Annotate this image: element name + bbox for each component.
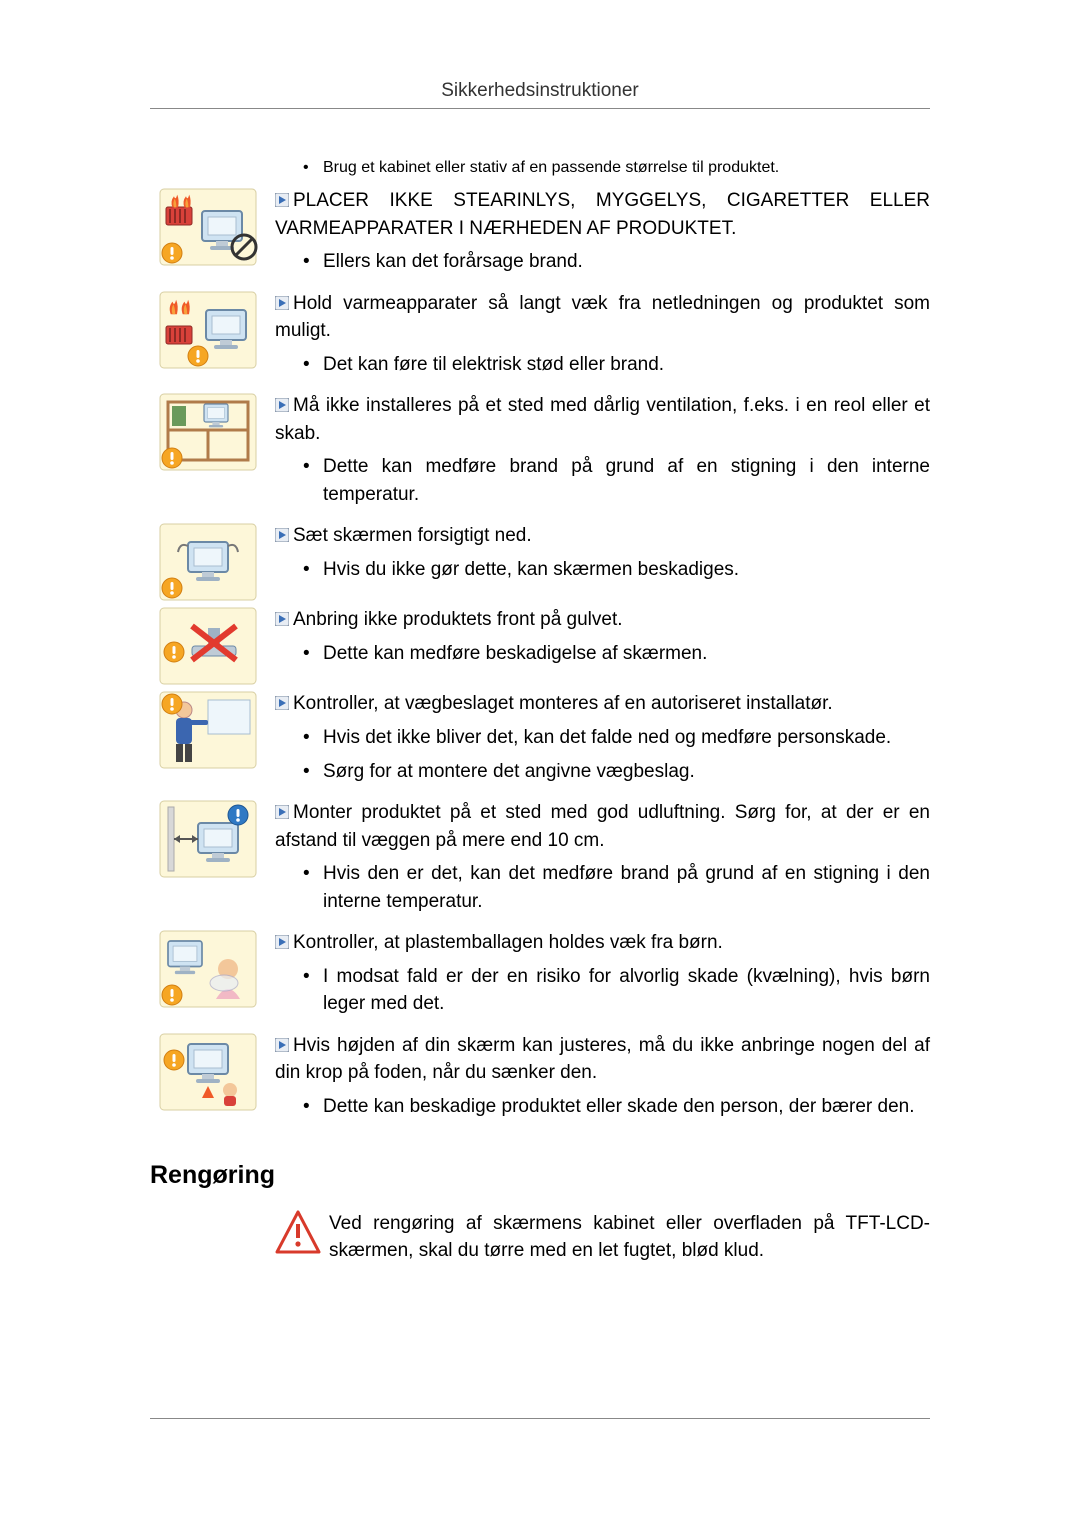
instruction-content: Kontroller, at vægbeslaget monteres af e… bbox=[275, 690, 930, 795]
instruction-item: Monter produktet på et sted med god udlu… bbox=[150, 799, 930, 925]
instruction-bullets: Dette kan medføre brand på grund af en s… bbox=[275, 453, 930, 508]
installer-icon bbox=[150, 690, 265, 770]
instruction-lead-text: PLACER IKKE STEARINLYS, MYGGELYS, CIGARE… bbox=[275, 190, 930, 239]
cleaning-row: Ved rengøring af skærmens kabinet eller … bbox=[275, 1210, 930, 1265]
instruction-bullet: Dette kan beskadige produktet eller skad… bbox=[303, 1093, 930, 1121]
instruction-lead-text: Anbring ikke produktets front på gulvet. bbox=[293, 609, 623, 630]
face-down-x-icon bbox=[150, 606, 265, 686]
instruction-lead-text: Hold varmeapparater så langt væk fra net… bbox=[275, 293, 930, 342]
arrow-bullet-icon bbox=[275, 691, 289, 705]
instruction-item: Kontroller, at plastemballagen holdes væ… bbox=[150, 929, 930, 1028]
instruction-bullet: Dette kan medføre beskadigelse af skærme… bbox=[303, 640, 930, 668]
place-softly-icon bbox=[150, 522, 265, 602]
instruction-lead: PLACER IKKE STEARINLYS, MYGGELYS, CIGARE… bbox=[275, 187, 930, 242]
instruction-bullets: Hvis det ikke bliver det, kan det falde … bbox=[275, 724, 930, 785]
instruction-item: Kontroller, at vægbeslaget monteres af e… bbox=[150, 690, 930, 795]
arrow-bullet-icon bbox=[275, 607, 289, 621]
instruction-content: PLACER IKKE STEARINLYS, MYGGELYS, CIGARE… bbox=[275, 187, 930, 286]
arrow-bullet-icon bbox=[275, 393, 289, 407]
heater-monitor-icon bbox=[150, 290, 265, 370]
arrow-bullet-icon bbox=[275, 291, 289, 305]
instruction-lead: Kontroller, at vægbeslaget monteres af e… bbox=[275, 690, 930, 718]
instruction-item: Anbring ikke produktets front på gulvet.… bbox=[150, 606, 930, 686]
instruction-lead: Hold varmeapparater så langt væk fra net… bbox=[275, 290, 930, 345]
instruction-list: PLACER IKKE STEARINLYS, MYGGELYS, CIGARE… bbox=[150, 187, 930, 1131]
instruction-bullets: I modsat fald er der en risiko for alvor… bbox=[275, 963, 930, 1018]
arrow-bullet-icon bbox=[275, 188, 289, 202]
instruction-lead: Sæt skærmen forsigtigt ned. bbox=[275, 522, 930, 550]
instruction-bullets: Ellers kan det forårsage brand. bbox=[275, 248, 930, 276]
instruction-item: Må ikke installeres på et sted med dårli… bbox=[150, 392, 930, 518]
instruction-bullets: Hvis du ikke gør dette, kan skærmen besk… bbox=[275, 556, 930, 584]
arrow-bullet-icon bbox=[275, 800, 289, 814]
instruction-lead-text: Monter produktet på et sted med god udlu… bbox=[275, 802, 930, 851]
arrow-bullet-icon bbox=[275, 1033, 289, 1047]
instruction-bullets: Dette kan beskadige produktet eller skad… bbox=[275, 1093, 930, 1121]
instruction-lead: Monter produktet på et sted med god udlu… bbox=[275, 799, 930, 854]
instruction-lead-text: Sæt skærmen forsigtigt ned. bbox=[293, 525, 532, 546]
section-heading-cleaning: Rengøring bbox=[150, 1161, 930, 1190]
instruction-bullet: Hvis du ikke gør dette, kan skærmen besk… bbox=[303, 556, 930, 584]
instruction-bullet: Det kan føre til elektrisk stød eller br… bbox=[303, 351, 930, 379]
instruction-content: Kontroller, at plastemballagen holdes væ… bbox=[275, 929, 930, 1028]
page-header-title: Sikkerhedsinstruktioner bbox=[150, 80, 930, 102]
instruction-content: Anbring ikke produktets front på gulvet.… bbox=[275, 606, 930, 677]
wall-distance-icon bbox=[150, 799, 265, 879]
shelf-monitor-icon bbox=[150, 392, 265, 472]
instruction-content: Sæt skærmen forsigtigt ned. Hvis du ikke … bbox=[275, 522, 930, 593]
instruction-lead-text: Kontroller, at plastemballagen holdes væ… bbox=[293, 932, 723, 953]
instruction-lead: Kontroller, at plastemballagen holdes væ… bbox=[275, 929, 930, 957]
page: Sikkerhedsinstruktioner Brug et kabinet … bbox=[0, 0, 1080, 1527]
instruction-lead-text: Kontroller, at vægbeslaget monteres af e… bbox=[293, 693, 833, 714]
instruction-bullet: I modsat fald er der en risiko for alvor… bbox=[303, 963, 930, 1018]
instruction-item: Hvis højden af din skærm kan justeres, m… bbox=[150, 1032, 930, 1131]
orphan-bullet-block: Brug et kabinet eller stativ af en passe… bbox=[275, 159, 930, 177]
cleaning-text: Ved rengøring af skærmens kabinet eller … bbox=[329, 1210, 930, 1265]
instruction-item: Hold varmeapparater så langt væk fra net… bbox=[150, 290, 930, 389]
plastic-child-icon bbox=[150, 929, 265, 1009]
instruction-bullets: Dette kan medføre beskadigelse af skærme… bbox=[275, 640, 930, 668]
instruction-lead: Anbring ikke produktets front på gulvet. bbox=[275, 606, 930, 634]
instruction-content: Monter produktet på et sted med god udlu… bbox=[275, 799, 930, 925]
instruction-bullets: Hvis den er det, kan det medføre brand p… bbox=[275, 860, 930, 915]
height-adjust-icon bbox=[150, 1032, 265, 1112]
instruction-content: Må ikke installeres på et sted med dårli… bbox=[275, 392, 930, 518]
warning-triangle-icon bbox=[275, 1210, 321, 1261]
instruction-lead-text: Må ikke installeres på et sted med dårli… bbox=[275, 395, 930, 444]
instruction-lead: Hvis højden af din skærm kan justeres, m… bbox=[275, 1032, 930, 1087]
instruction-bullets: Det kan føre til elektrisk stød eller br… bbox=[275, 351, 930, 379]
orphan-bullet-text: Brug et kabinet eller stativ af en passe… bbox=[303, 159, 930, 177]
footer-rule bbox=[150, 1418, 930, 1419]
instruction-lead: Må ikke installeres på et sted med dårli… bbox=[275, 392, 930, 447]
instruction-bullet: Hvis det ikke bliver det, kan det falde … bbox=[303, 724, 930, 752]
header-rule bbox=[150, 108, 930, 109]
instruction-bullet: Ellers kan det forårsage brand. bbox=[303, 248, 930, 276]
instruction-lead-text: Hvis højden af din skærm kan justeres, m… bbox=[275, 1035, 930, 1084]
candle-monitor-icon bbox=[150, 187, 265, 267]
instruction-bullet: Hvis den er det, kan det medføre brand p… bbox=[303, 860, 930, 915]
instruction-item: Sæt skærmen forsigtigt ned. Hvis du ikke … bbox=[150, 522, 930, 602]
instruction-content: Hvis højden af din skærm kan justeres, m… bbox=[275, 1032, 930, 1131]
arrow-bullet-icon bbox=[275, 930, 289, 944]
instruction-item: PLACER IKKE STEARINLYS, MYGGELYS, CIGARE… bbox=[150, 187, 930, 286]
instruction-bullet: Sørg for at montere det angivne vægbesla… bbox=[303, 758, 930, 786]
arrow-bullet-icon bbox=[275, 523, 289, 537]
instruction-bullet: Dette kan medføre brand på grund af en s… bbox=[303, 453, 930, 508]
instruction-content: Hold varmeapparater så langt væk fra net… bbox=[275, 290, 930, 389]
